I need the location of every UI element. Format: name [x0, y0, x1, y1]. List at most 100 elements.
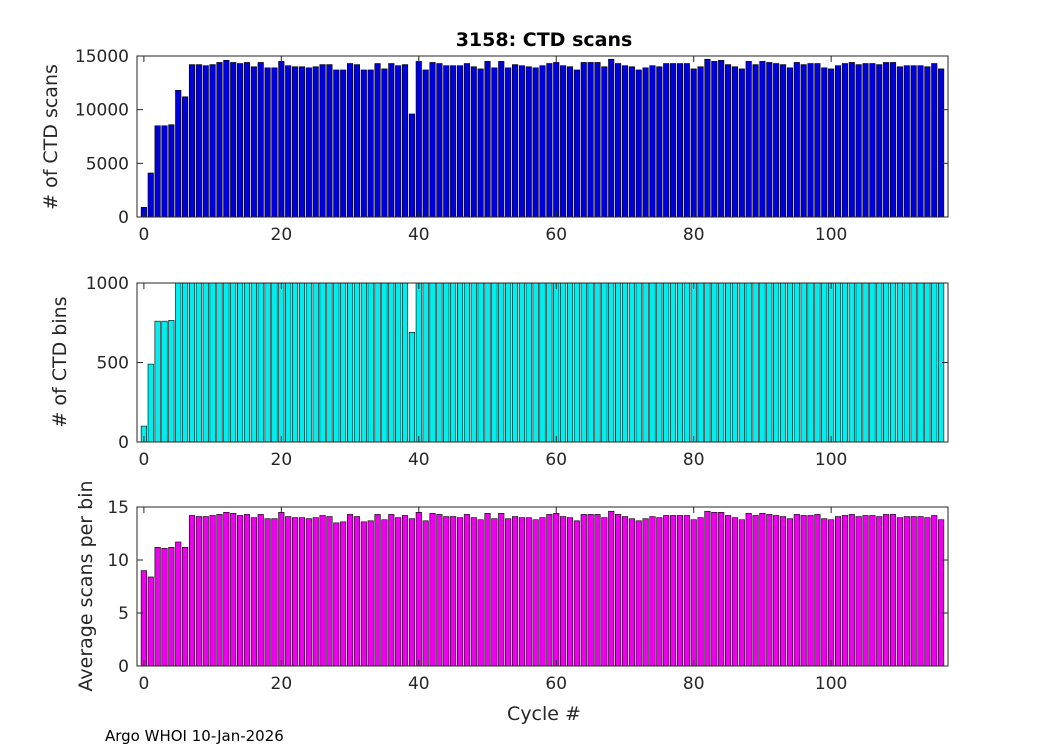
bar-cycle-112 [910, 516, 917, 667]
bar-cycle-62 [566, 517, 574, 667]
bar-cycle-86 [731, 66, 738, 218]
bar-cycle-93 [779, 516, 787, 667]
bar-cycle-31 [353, 516, 360, 667]
bar-cycle-10 [209, 64, 216, 218]
y-tick-label: 10 [107, 551, 129, 571]
bar-cycle-15 [243, 282, 251, 443]
bar-cycle-60 [553, 282, 560, 443]
bar-cycle-95 [793, 282, 800, 443]
bar-cycle-19 [271, 67, 278, 218]
bar-cycle-3 [161, 548, 168, 667]
bar-cycle-8 [195, 64, 202, 218]
bar-cycle-69 [615, 282, 622, 443]
bar-cycle-37 [395, 517, 402, 667]
bar-cycle-54 [511, 64, 519, 218]
bar-cycle-92 [773, 282, 780, 443]
bar-cycle-110 [896, 517, 903, 667]
bar-cycle-102 [841, 515, 848, 667]
bar-cycle-56 [525, 66, 532, 218]
bar-cycle-38 [401, 282, 409, 443]
bar-cycle-34 [374, 282, 381, 443]
bar-cycle-7 [188, 64, 196, 218]
bar-cycle-7 [188, 515, 196, 667]
bar-cycle-70 [621, 282, 629, 443]
ctd-scans-panel: 3158: CTD scans # of CTD scans 0 20 40 60 80… [40, 29, 949, 245]
bar-cycle-55 [518, 282, 525, 443]
bar-cycle-76 [663, 282, 670, 443]
bar-cycle-91 [766, 514, 773, 667]
bar-cycle-97 [807, 63, 814, 218]
bar-cycle-11 [216, 62, 223, 218]
bar-cycle-59 [546, 63, 553, 218]
bar-cycle-34 [374, 514, 381, 667]
bar-cycle-63 [573, 282, 580, 443]
bar-cycle-89 [752, 515, 759, 667]
bar-cycle-116 [938, 68, 945, 218]
x-tick-label: 0 [138, 674, 149, 694]
bar-cycle-50 [484, 513, 491, 667]
bar-cycle-77 [670, 282, 677, 443]
bar-cycle-104 [855, 64, 862, 218]
bar-cycle-77 [670, 515, 677, 667]
bar-cycle-74 [649, 516, 656, 667]
bar-cycle-91 [766, 62, 773, 218]
bar-cycle-58 [539, 282, 546, 443]
bar-cycle-48 [470, 517, 477, 667]
bar-cycle-82 [704, 282, 711, 443]
bar-cycle-95 [793, 514, 800, 667]
bar-cycle-87 [738, 282, 745, 443]
bar-cycle-102 [841, 282, 848, 443]
bar-cycle-38 [401, 515, 409, 667]
bar-cycle-20 [278, 61, 285, 218]
bar-cycle-81 [697, 517, 704, 667]
bar-cycle-106 [869, 282, 876, 443]
bar-cycle-100 [828, 68, 835, 218]
bar-cycle-40 [415, 61, 422, 218]
bar-cycle-109 [889, 282, 897, 443]
bar-cycle-70 [621, 516, 629, 667]
bar-series [140, 510, 945, 667]
bar-cycle-114 [924, 517, 931, 667]
bar-cycle-30 [347, 282, 354, 443]
bar-cycle-86 [731, 517, 738, 667]
x-tick-label: 20 [271, 450, 293, 470]
bar-cycle-23 [298, 282, 306, 443]
bar-cycle-83 [711, 511, 718, 667]
bar-cycle-101 [834, 516, 842, 667]
bar-cycle-76 [663, 515, 670, 667]
bar-cycle-48 [470, 66, 477, 218]
bar-cycle-46 [456, 517, 464, 667]
bar-cycle-58 [539, 517, 546, 667]
bar-cycle-83 [711, 282, 718, 443]
bar-cycle-73 [642, 518, 649, 667]
bar-cycle-27 [326, 64, 333, 218]
bar-cycle-45 [450, 516, 457, 667]
x-tick-label: 40 [408, 450, 430, 470]
bar-cycle-41 [422, 520, 429, 667]
bar-cycle-96 [800, 515, 807, 667]
bar-cycle-76 [663, 63, 670, 218]
bar-cycle-68 [608, 510, 615, 667]
bar-cycle-35 [381, 519, 388, 667]
bar-cycle-4 [168, 546, 175, 667]
bar-cycle-53 [505, 67, 512, 218]
bar-cycle-46 [456, 65, 464, 218]
bar-cycle-103 [848, 514, 855, 667]
bar-cycle-107 [876, 282, 883, 443]
x-tick-label: 80 [683, 450, 705, 470]
bar-cycle-115 [931, 282, 938, 443]
bar-cycle-107 [876, 64, 883, 218]
bar-cycle-2 [154, 125, 161, 218]
bar-cycle-102 [841, 63, 848, 218]
bar-cycle-24 [305, 67, 312, 218]
bar-cycle-75 [656, 517, 663, 667]
x-tick-label: 0 [138, 225, 149, 245]
bar-cycle-71 [628, 66, 635, 218]
bar-cycle-35 [381, 68, 388, 218]
y-tick-label: 15000 [75, 47, 129, 67]
bar-cycle-110 [896, 282, 903, 443]
bar-cycle-62 [566, 66, 574, 218]
bar-cycle-69 [615, 63, 622, 218]
bar-cycle-72 [635, 282, 642, 443]
bar-cycle-111 [903, 65, 910, 218]
